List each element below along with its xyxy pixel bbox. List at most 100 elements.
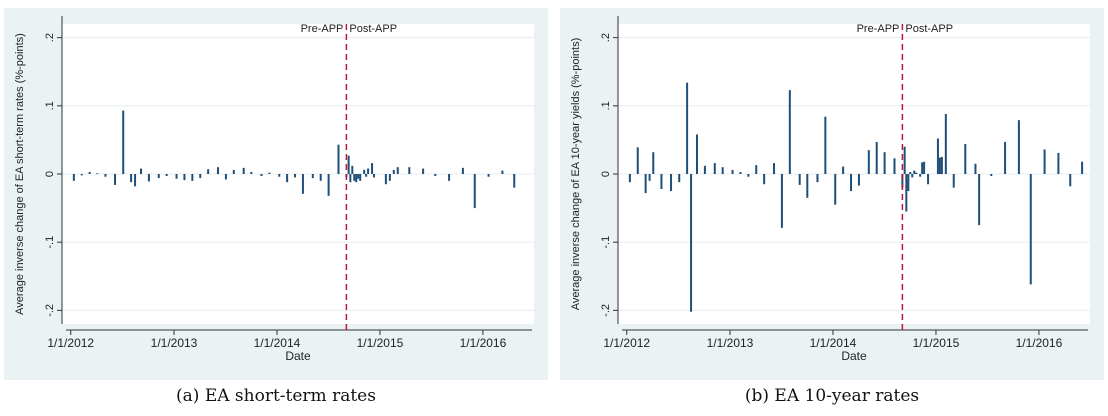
data-bar [104, 174, 107, 177]
data-bar [919, 174, 922, 177]
data-bar [703, 165, 706, 174]
data-bar [242, 167, 245, 174]
data-bar [311, 174, 314, 179]
data-bar [349, 174, 352, 183]
data-bar [721, 167, 724, 174]
data-bar [628, 174, 631, 183]
data-bar [207, 169, 210, 174]
data-bar [157, 174, 160, 179]
x-tick-label: 1/1/2016 [460, 336, 507, 350]
data-bar [990, 174, 993, 177]
data-bar [1057, 152, 1060, 174]
data-bar [867, 150, 870, 174]
data-bar [191, 174, 194, 181]
data-bar [384, 174, 387, 185]
x-tick-label: 1/1/2014 [810, 336, 857, 350]
data-bar [319, 174, 322, 181]
pre-app-label: Pre-APP [301, 23, 344, 35]
data-bar [388, 174, 391, 181]
y-tick-label: -.2 [600, 304, 612, 317]
data-bar [434, 174, 437, 177]
data-bar [713, 163, 716, 174]
x-tick-label: 1/1/2014 [254, 336, 301, 350]
data-bar [199, 174, 202, 179]
y-tick-label: .1 [44, 101, 56, 110]
y-tick-label: .2 [600, 33, 612, 42]
data-bar [660, 174, 663, 189]
chart-panel-10-year: -.2 -.1 0 .1 .2 1/1/2012 1/1/2013 1/1/2014 1/1/2… [556, 0, 1108, 380]
data-bar [147, 174, 150, 182]
data-bar [911, 174, 914, 178]
data-bar [686, 82, 689, 174]
data-bar [636, 147, 639, 174]
data-bar [487, 174, 490, 177]
data-bar [915, 172, 918, 174]
data-bar [217, 167, 220, 174]
data-bar [396, 167, 399, 174]
data-bar [739, 171, 742, 174]
data-bar [921, 162, 924, 174]
x-tick-label: 1/1/2012 [47, 336, 94, 350]
data-bar [473, 174, 476, 209]
data-bar [351, 165, 354, 174]
data-bar [678, 174, 681, 183]
data-bar [278, 174, 281, 177]
data-bar [780, 174, 783, 228]
data-bar [903, 146, 906, 174]
y-tick-label: -.1 [600, 236, 612, 249]
chart-panel-short-term: -.2 -.1 0 .1 .2 1/1/2012 1/1/2013 1/1/2014 1/1/2… [0, 0, 552, 380]
chart-10-year-rates: -.2 -.1 0 .1 .2 1/1/2012 1/1/2013 1/1/2014 1/1/2… [560, 8, 1104, 380]
post-app-label: Post-APP [905, 23, 953, 35]
data-bar [371, 163, 374, 174]
post-app-label: Post-APP [349, 23, 397, 35]
data-bar [327, 174, 330, 196]
data-bar [359, 174, 362, 181]
data-bar [224, 174, 227, 180]
data-bar [901, 174, 904, 188]
data-bar [1017, 120, 1020, 174]
data-bar [1029, 174, 1032, 285]
data-bar [893, 158, 896, 174]
data-bar [80, 174, 83, 176]
data-bar [355, 174, 358, 183]
x-tick-label: 1/1/2013 [707, 336, 754, 350]
data-bar [232, 169, 235, 174]
caption-10-year: (b) EA 10-year rates [744, 386, 920, 406]
data-bar [461, 167, 464, 174]
data-bar [448, 174, 451, 181]
data-bar [501, 170, 504, 174]
data-bar [773, 163, 776, 174]
data-bar [944, 114, 947, 174]
data-bar [952, 174, 955, 188]
data-bar [909, 171, 912, 174]
x-tick-label: 1/1/2015 [357, 336, 404, 350]
data-bar [670, 174, 673, 192]
data-bar [96, 173, 99, 175]
x-axis-label: Date [285, 349, 311, 363]
y-axis-label: Average inverse change of EA short-term … [14, 33, 26, 315]
data-bar [834, 174, 837, 205]
data-bar [816, 174, 819, 183]
data-bar [755, 165, 758, 174]
data-bar [183, 174, 186, 181]
data-bar [798, 174, 801, 185]
data-bar [788, 90, 791, 174]
x-tick-label: 1/1/2013 [151, 336, 198, 350]
pre-app-label: Pre-APP [857, 23, 900, 35]
x-axis-label: Date [841, 349, 867, 363]
data-bar [695, 134, 698, 174]
data-bar [905, 174, 908, 212]
data-bar [936, 138, 939, 174]
data-bar [690, 174, 693, 312]
y-tick-label: -.1 [44, 236, 56, 249]
data-bar [301, 174, 304, 194]
data-bar [1043, 149, 1046, 174]
data-bar [1081, 161, 1084, 174]
data-bar [850, 174, 853, 192]
data-bar [367, 168, 370, 174]
data-bar [927, 174, 930, 185]
data-bar [940, 156, 943, 174]
data-bar [114, 174, 117, 185]
data-bar [883, 152, 886, 174]
data-bar [1004, 141, 1007, 174]
